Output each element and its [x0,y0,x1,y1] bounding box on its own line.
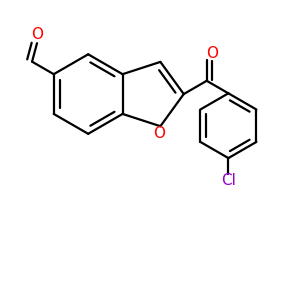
Text: O: O [206,46,218,61]
Text: O: O [31,27,43,42]
Text: O: O [153,126,165,141]
Text: Cl: Cl [221,173,236,188]
